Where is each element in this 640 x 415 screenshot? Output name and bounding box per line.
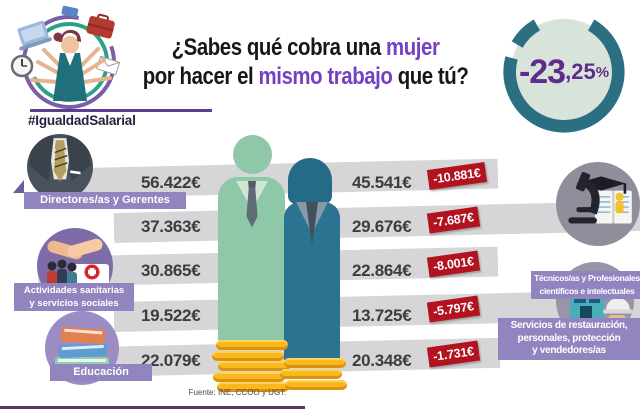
envelope-icon bbox=[96, 55, 120, 76]
category-label-line: Directores/as y Gerentes bbox=[40, 194, 170, 206]
women-salary-value: 45.541€ bbox=[352, 173, 412, 192]
title-line-1: ¿Sabes qué cobra una mujer bbox=[172, 34, 440, 61]
donut-ring bbox=[503, 11, 625, 133]
arms bbox=[30, 47, 112, 84]
laptop-icon bbox=[17, 20, 52, 51]
man-figure-head bbox=[233, 135, 272, 174]
coin-stack-women bbox=[285, 380, 347, 390]
category-label-line: Técnicos/as y Profesionales bbox=[534, 273, 640, 283]
women-salary-value: 13.725€ bbox=[352, 306, 412, 325]
coin-stack-men bbox=[212, 350, 284, 361]
woman-figure-head bbox=[288, 158, 332, 204]
business-suit-icon bbox=[27, 134, 93, 200]
source-note: Fuente: INE, CCOO y UGT. bbox=[188, 388, 287, 397]
men-salary-value: 56.422€ bbox=[141, 173, 201, 192]
coin-stack-women bbox=[280, 369, 342, 379]
category-label-line: Actividades sanitarias bbox=[23, 285, 125, 296]
page-title: ¿Sabes qué cobra una mujer por hacer el … bbox=[124, 33, 488, 91]
woman-collar-icon bbox=[296, 202, 328, 246]
category-label-educacion: Educación bbox=[50, 364, 152, 381]
men-salary-value: 37.363€ bbox=[141, 217, 201, 236]
microscope-book-icon bbox=[556, 162, 640, 246]
woman-figure-header bbox=[53, 29, 87, 101]
coin-stack-men bbox=[218, 361, 290, 371]
category-label-line: y servicios sociales bbox=[29, 298, 119, 309]
category-label-line: personales, protección bbox=[517, 332, 621, 344]
hashtag-underline bbox=[30, 109, 212, 112]
category-label-actividades-sanitarias: Actividades sanitarias y servicios socia… bbox=[14, 283, 134, 311]
category-label-directores-gerentes: Directores/as y Gerentes bbox=[24, 192, 186, 209]
category-label-servicios-restauracion: Servicios de restauración, personales, p… bbox=[498, 318, 640, 360]
women-salary-value: 29.676€ bbox=[352, 217, 412, 236]
men-salary-value: 22.079€ bbox=[141, 351, 201, 370]
bottom-divider bbox=[0, 406, 305, 409]
briefcase-icon bbox=[86, 13, 115, 39]
category-label-line: y vendedores/as bbox=[532, 345, 606, 356]
women-salary-value: 20.348€ bbox=[352, 351, 412, 370]
category-label-tecnicos-profesionales: Técnicos/as y Profesionales científicos … bbox=[531, 271, 640, 299]
title-line-2: por hacer el mismo trabajo que tú? bbox=[143, 63, 469, 90]
coin-stack-men bbox=[213, 371, 285, 382]
coin-stack-women bbox=[284, 358, 346, 368]
hashtag-label: #IgualdadSalarial bbox=[28, 113, 136, 128]
men-salary-value: 30.865€ bbox=[141, 261, 201, 280]
women-salary-value: 22.864€ bbox=[352, 261, 412, 280]
category-label-line: Servicios de restauración, bbox=[510, 320, 628, 331]
category-label-line: científicos e intelectuales bbox=[539, 286, 635, 296]
coin-stack-men bbox=[216, 340, 288, 350]
man-tie-icon bbox=[236, 181, 268, 228]
phone-icon bbox=[61, 5, 79, 18]
pay-gap-donut: -23,25% bbox=[501, 9, 627, 135]
label-ribbon-fold bbox=[13, 180, 24, 193]
coin-stack-men bbox=[217, 382, 289, 392]
men-salary-value: 19.522€ bbox=[141, 306, 201, 325]
multitasking-woman-illustration bbox=[10, 5, 120, 109]
category-label-line: Educación bbox=[73, 366, 129, 378]
pay-gap-value: -23,25% bbox=[518, 52, 610, 91]
clock-icon bbox=[10, 54, 34, 78]
